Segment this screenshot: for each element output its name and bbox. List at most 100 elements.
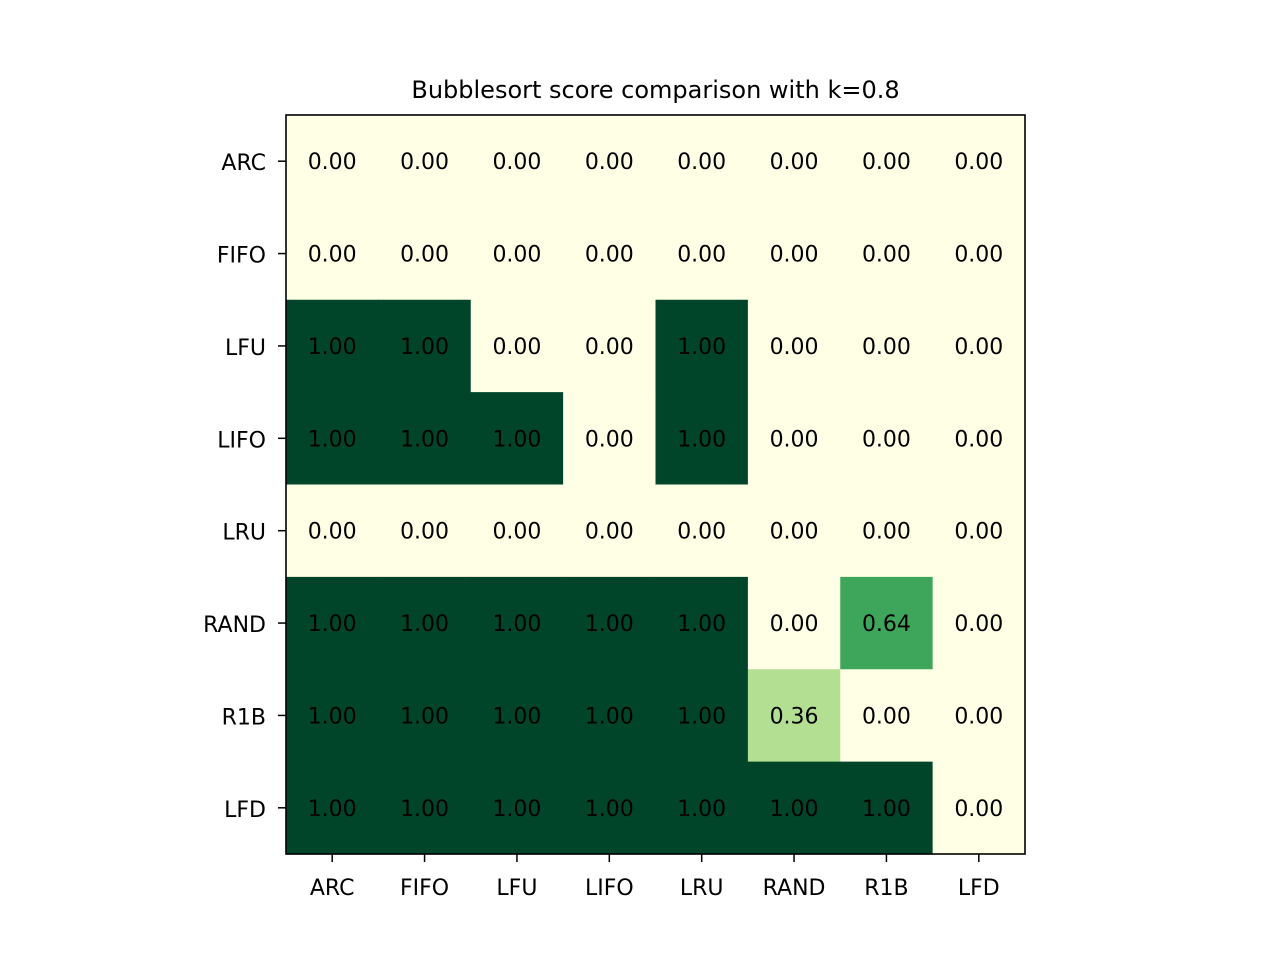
cell-value-label: 1.00 <box>585 704 634 729</box>
heatmap-cell <box>563 484 657 578</box>
cell-value-label: 0.00 <box>492 150 541 175</box>
y-tick-label: LIFO <box>217 428 266 453</box>
cell-value-label: 1.00 <box>677 704 726 729</box>
heatmap-cell <box>747 299 841 393</box>
heatmap-cell <box>470 115 564 208</box>
cell-value-label: 0.00 <box>677 150 726 175</box>
heatmap-cell <box>470 392 564 486</box>
heatmap-cell <box>378 669 472 763</box>
cell-value-label: 0.00 <box>954 704 1003 729</box>
heatmap-cell <box>655 761 749 855</box>
cell-value-labels: 0.00 0.00 0.00 0.00 0.00 0.00 0.00 0.00 0.00 0.00… <box>308 150 1004 822</box>
x-axis: ARC FIFO LFU LIFO LRU RAND R1B LFD <box>310 854 1000 901</box>
heatmap-cell <box>563 299 657 393</box>
heatmap-cell <box>932 669 1026 763</box>
cell-value-label: 0.00 <box>770 150 819 175</box>
heatmap-cell <box>655 299 749 393</box>
heatmap-cell <box>932 392 1026 486</box>
heatmap-cell <box>470 207 564 301</box>
cell-value-label: 1.00 <box>492 704 541 729</box>
heatmap-cell <box>932 207 1026 301</box>
x-tick-label: LFU <box>496 876 537 901</box>
heatmap-cell <box>563 669 657 763</box>
heatmap-cell <box>286 576 379 670</box>
heatmap-cell <box>470 299 564 393</box>
heatmap-cells <box>286 115 1026 855</box>
heatmap-cell <box>655 207 749 301</box>
heatmap-cell <box>655 115 749 208</box>
cell-value-label: 0.00 <box>954 243 1003 268</box>
heatmap-cell <box>840 484 934 578</box>
cell-value-label: 1.00 <box>308 612 357 637</box>
cell-value-label: 1.00 <box>677 427 726 452</box>
cell-value-label: 1.00 <box>308 797 357 822</box>
heatmap-cell <box>840 115 934 208</box>
y-tick-label: FIFO <box>217 244 266 269</box>
y-tick-label: RAND <box>203 613 266 638</box>
heatmap-cell <box>840 392 934 486</box>
heatmap-cell <box>932 576 1026 670</box>
cell-value-label: 0.00 <box>862 427 911 452</box>
cell-value-label: 1.00 <box>308 335 357 360</box>
heatmap-cell <box>932 115 1026 208</box>
x-tick-label: LRU <box>680 876 724 901</box>
cell-value-label: 0.00 <box>308 243 357 268</box>
cell-value-label: 1.00 <box>308 704 357 729</box>
heatmap-cell <box>286 299 379 393</box>
cell-value-label: 0.00 <box>585 427 634 452</box>
heatmap-cell <box>655 392 749 486</box>
heatmap-cell <box>286 207 379 301</box>
heatmap-cell <box>655 484 749 578</box>
heatmap-cell <box>563 761 657 855</box>
y-tick-label: ARC <box>221 151 266 176</box>
y-axis: ARC FIFO LFU LIFO LRU RAND R1B LFD <box>203 151 286 823</box>
cell-value-label: 0.00 <box>400 243 449 268</box>
heatmap-cell <box>470 576 564 670</box>
cell-value-label: 0.00 <box>770 427 819 452</box>
cell-value-label: 0.00 <box>400 150 449 175</box>
heatmap-cell <box>840 761 934 855</box>
cell-value-label: 0.00 <box>954 520 1003 545</box>
cell-value-label: 0.00 <box>862 520 911 545</box>
x-tick-label: LFD <box>958 876 1000 901</box>
cell-value-label: 0.00 <box>862 704 911 729</box>
heatmap-cell <box>286 115 379 208</box>
cell-value-label: 0.00 <box>492 520 541 545</box>
cell-value-label: 0.00 <box>677 243 726 268</box>
heatmap-cell <box>747 392 841 486</box>
cell-value-label: 0.00 <box>492 243 541 268</box>
heatmap-cell <box>840 669 934 763</box>
y-tick-label: LFD <box>224 798 266 823</box>
heatmap-cell <box>747 761 841 855</box>
cell-value-label: 0.00 <box>585 335 634 360</box>
x-tick-label: RAND <box>763 876 826 901</box>
heatmap-cell <box>378 207 472 301</box>
cell-value-label: 0.00 <box>308 520 357 545</box>
heatmap-cell <box>932 761 1026 855</box>
cell-value-label: 0.00 <box>862 243 911 268</box>
cell-value-label: 0.00 <box>770 243 819 268</box>
heatmap-cell <box>378 761 472 855</box>
cell-value-label: 1.00 <box>585 797 634 822</box>
y-tick-label: R1B <box>222 705 266 730</box>
plot-frame <box>285 114 1026 855</box>
cell-value-label: 0.00 <box>862 150 911 175</box>
heatmap-cell <box>378 299 472 393</box>
heatmap-cell <box>840 299 934 393</box>
heatmap-cell <box>747 669 841 763</box>
heatmap-cell <box>378 484 472 578</box>
heatmap-cell <box>655 576 749 670</box>
x-tick-label: R1B <box>864 876 908 901</box>
cell-value-label: 1.00 <box>400 704 449 729</box>
cell-value-label: 1.00 <box>492 427 541 452</box>
heatmap-cell <box>747 207 841 301</box>
cell-value-label: 1.00 <box>400 612 449 637</box>
heatmap-cell <box>470 761 564 855</box>
heatmap-cell <box>286 669 379 763</box>
heatmap-cell <box>470 484 564 578</box>
cell-value-label: 1.00 <box>677 335 726 360</box>
heatmap-cell <box>840 576 934 670</box>
cell-value-label: 1.00 <box>677 797 726 822</box>
cell-value-label: 1.00 <box>677 612 726 637</box>
